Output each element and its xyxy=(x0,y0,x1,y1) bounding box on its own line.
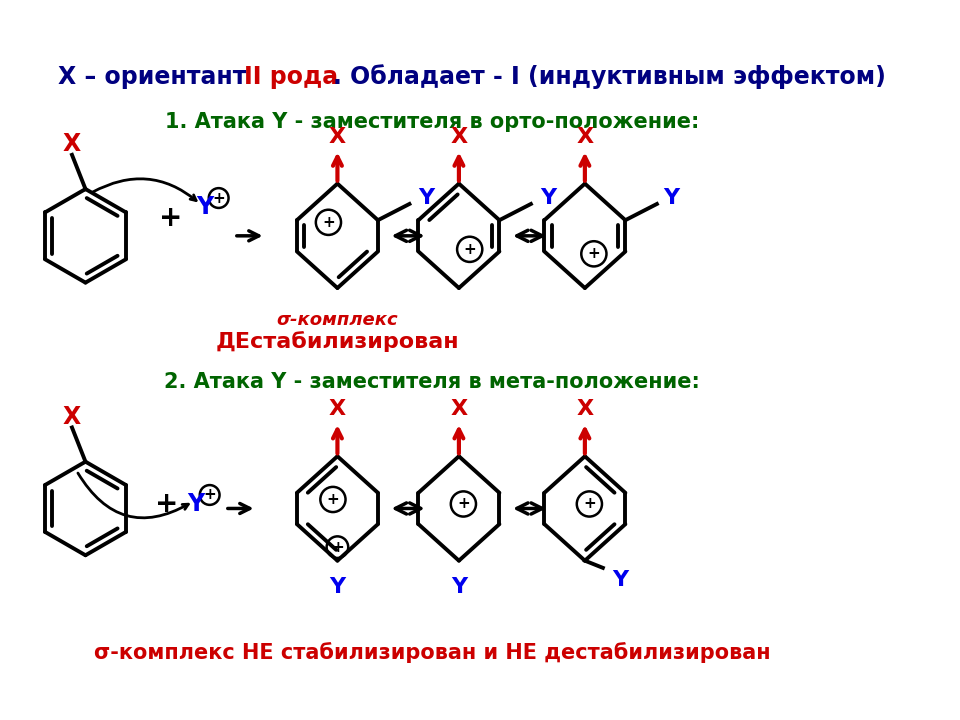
Text: X: X xyxy=(329,127,346,147)
Text: +: + xyxy=(326,492,339,507)
Text: Y: Y xyxy=(540,188,556,207)
Text: +: + xyxy=(155,490,179,518)
Text: X: X xyxy=(62,405,81,428)
Text: 2. Атака Y - заместителя в мета-положение:: 2. Атака Y - заместителя в мета-положени… xyxy=(164,372,700,392)
Text: Y: Y xyxy=(329,577,346,597)
Text: II рода: II рода xyxy=(244,65,338,89)
Text: σ-комплекс НЕ стабилизирован и НЕ дестабилизирован: σ-комплекс НЕ стабилизирован и НЕ дестаб… xyxy=(94,642,770,663)
Text: Y: Y xyxy=(197,195,214,219)
Text: X: X xyxy=(62,132,81,156)
Text: X: X xyxy=(576,127,593,147)
Text: ДЕстабилизирован: ДЕстабилизирован xyxy=(216,331,459,353)
Text: +: + xyxy=(204,487,216,503)
Text: +: + xyxy=(212,191,225,205)
Text: X: X xyxy=(329,400,346,420)
Text: X: X xyxy=(450,127,468,147)
Text: +: + xyxy=(322,215,335,230)
Text: . Обладает - I (индуктивным эффектом): . Обладает - I (индуктивным эффектом) xyxy=(333,64,886,89)
Text: Y: Y xyxy=(419,188,435,207)
Text: +: + xyxy=(159,204,182,232)
Text: +: + xyxy=(583,497,596,511)
Text: X: X xyxy=(450,400,468,420)
Text: Y: Y xyxy=(612,570,628,590)
Text: σ-комплекс: σ-комплекс xyxy=(276,310,398,328)
Text: +: + xyxy=(588,246,600,261)
Text: +: + xyxy=(331,540,344,554)
Text: 1. Атака Y - заместителя в орто-положение:: 1. Атака Y - заместителя в орто-положени… xyxy=(165,112,699,132)
Text: Y: Y xyxy=(187,492,204,516)
Text: Y: Y xyxy=(663,188,680,207)
Text: +: + xyxy=(464,242,476,257)
Text: X – ориентант: X – ориентант xyxy=(59,65,255,89)
Text: X: X xyxy=(576,400,593,420)
Text: Y: Y xyxy=(451,577,467,597)
Text: +: + xyxy=(457,497,469,511)
